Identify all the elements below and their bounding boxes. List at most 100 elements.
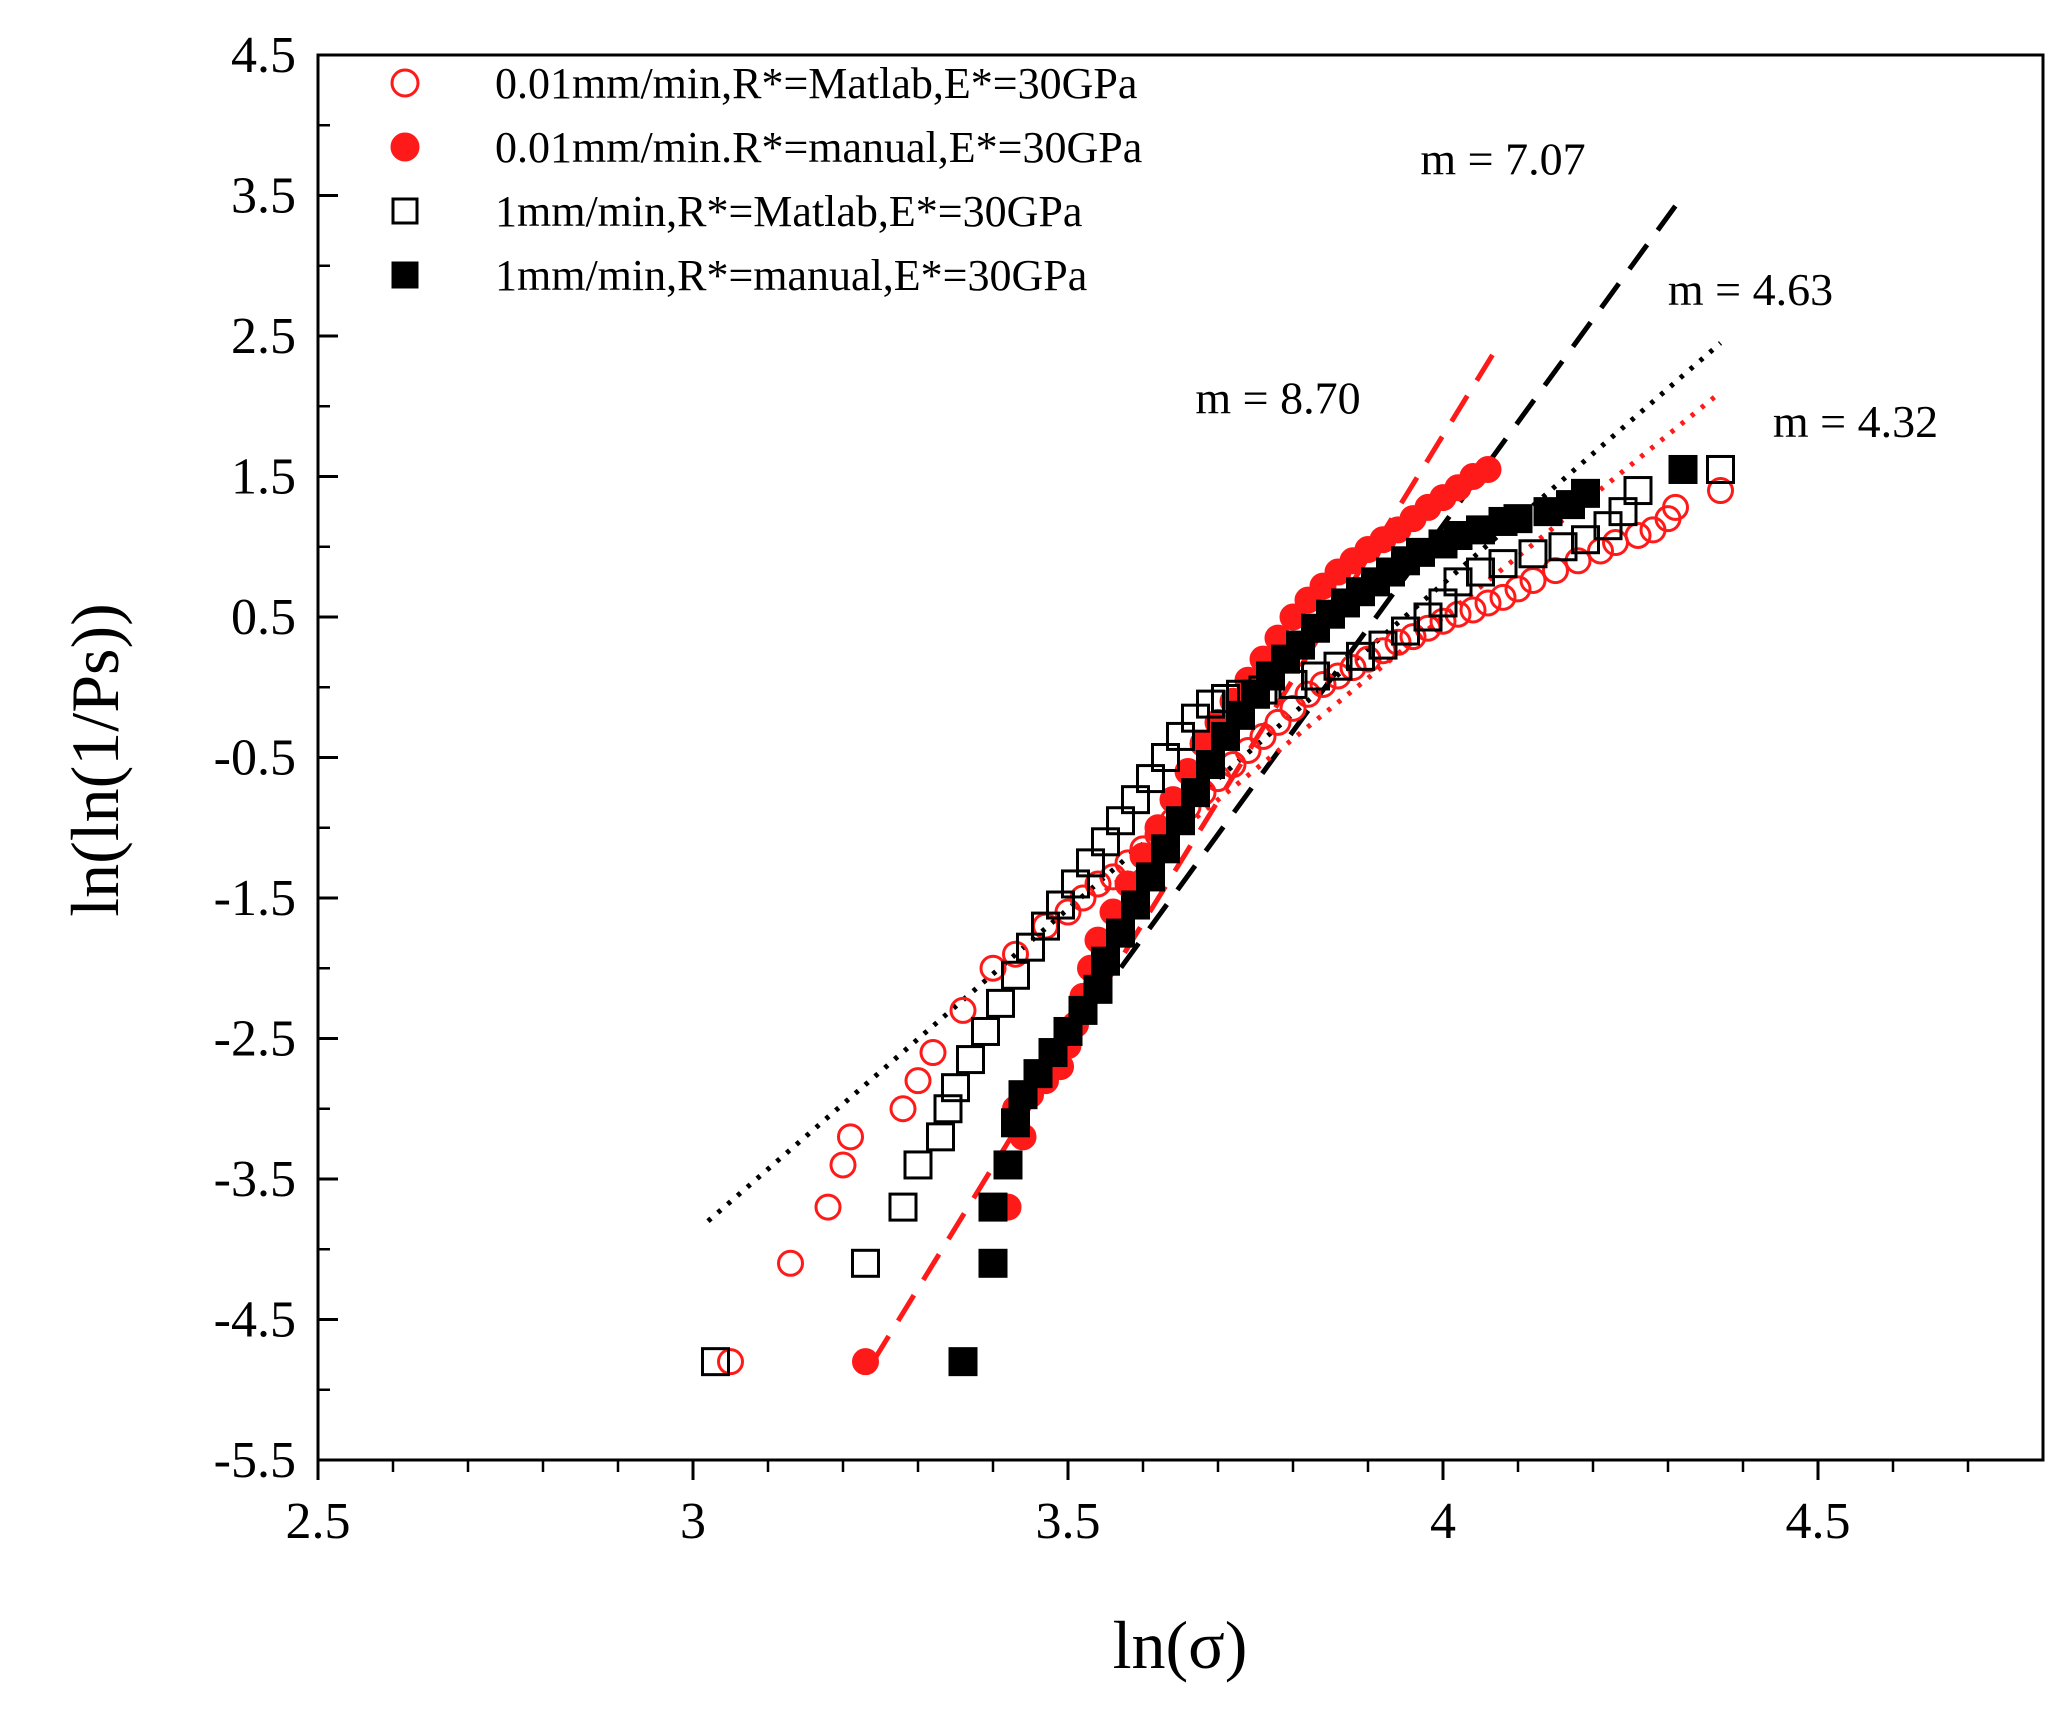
point-open-circle	[1399, 623, 1427, 651]
point-filled-square	[1001, 1108, 1030, 1138]
point-open-circle	[1707, 477, 1734, 505]
point-open-circle	[1309, 670, 1337, 698]
point-open-circle	[904, 1067, 932, 1095]
legend-marker-open-circle	[390, 68, 420, 98]
fit-line	[1103, 390, 1723, 893]
y-tick-label: 0.5	[231, 589, 296, 646]
point-open-square	[1061, 869, 1090, 899]
y-tick-label: 1.5	[231, 449, 296, 506]
point-filled-square	[993, 1150, 1023, 1180]
point-filled-square	[1121, 890, 1150, 920]
point-open-square	[1608, 497, 1638, 527]
point-open-square	[933, 1094, 963, 1124]
point-filled-square	[978, 1192, 1008, 1222]
point-open-square	[1151, 743, 1180, 772]
point-filled-square	[1211, 721, 1240, 751]
point-open-square	[926, 1122, 955, 1152]
point-open-circle	[1084, 870, 1112, 898]
y-tick-label: -5.5	[214, 1432, 296, 1489]
y-axis-title: ln(ln(1/Ps))	[57, 603, 133, 917]
y-tick-label: 4.5	[231, 27, 296, 84]
slope-label: m = 8.70	[1195, 372, 1360, 423]
x-tick-label: 4.5	[1786, 1493, 1851, 1550]
point-open-square	[1091, 827, 1120, 857]
point-open-square	[1166, 721, 1195, 751]
legend-item: 0.01mm/min,R*=Matlab,E*=30GPa	[390, 59, 1137, 108]
point-filled-square	[1091, 946, 1120, 976]
point-filled-square	[1668, 454, 1698, 484]
point-filled-square	[1503, 504, 1533, 534]
data-points	[701, 454, 1735, 1377]
point-open-circle	[1459, 596, 1487, 624]
legend-marker-filled-square	[391, 261, 419, 289]
point-open-square	[941, 1073, 970, 1103]
point-open-circle	[837, 1123, 864, 1151]
y-tick-label: -4.5	[214, 1292, 296, 1349]
point-open-square	[1211, 683, 1240, 713]
legend-item: 0.01mm/min.R*=manual,E*=30GPa	[390, 123, 1142, 172]
point-open-circle	[1474, 589, 1502, 617]
tick-labels: 2.5 3 3.5 4 4.5 4.5 3.5 2.5 1.5 0.5 -0.5 -1.5 -2.5 -3…	[214, 27, 1851, 1550]
x-tick-label: 3	[680, 1493, 706, 1550]
point-filled-square	[1151, 834, 1180, 864]
point-filled-square	[1136, 862, 1165, 892]
slope-annotations: m = 7.07 m = 4.63 m = 8.70 m = 4.32	[1195, 133, 1938, 447]
point-open-circle	[919, 1039, 947, 1067]
point-filled-circle	[852, 1348, 879, 1376]
point-open-square	[986, 988, 1015, 1018]
point-open-circle	[1264, 708, 1292, 736]
y-tick-label: -0.5	[214, 730, 296, 787]
point-open-square	[1196, 689, 1225, 719]
point-filled-square	[1196, 750, 1225, 780]
point-open-square	[1001, 960, 1030, 990]
point-filled-square	[948, 1347, 978, 1377]
point-open-circle	[1249, 722, 1277, 750]
point-open-circle	[814, 1193, 842, 1221]
y-tick-label: 3.5	[231, 168, 296, 225]
point-open-square	[1518, 539, 1548, 569]
fit-line	[706, 341, 1723, 1224]
point-open-square	[1031, 911, 1060, 941]
point-open-circle	[1002, 940, 1029, 968]
x-tick-label: 3.5	[1036, 1493, 1101, 1550]
point-open-square	[1706, 454, 1735, 484]
point-open-circle	[889, 1095, 917, 1123]
point-open-square	[1106, 806, 1135, 836]
point-open-circle	[777, 1249, 804, 1277]
point-filled-square	[1166, 806, 1195, 836]
legend-item: 1mm/min,R*=Matlab,E*=30GPa	[391, 187, 1082, 236]
series-group	[948, 454, 1698, 1377]
point-filled-square	[1106, 918, 1135, 948]
slope-label: m = 4.63	[1668, 264, 1833, 315]
x-axis-title: ln(σ)	[1113, 1607, 1248, 1683]
x-tick-label: 2.5	[286, 1493, 351, 1550]
point-open-square	[1466, 557, 1495, 587]
point-open-square	[1046, 890, 1075, 920]
legend-label: 0.01mm/min,R*=Matlab,E*=30GPa	[495, 59, 1137, 108]
point-filled-square	[1571, 478, 1600, 508]
point-open-circle	[1429, 607, 1457, 635]
point-open-circle	[1662, 493, 1689, 521]
slope-label: m = 7.07	[1420, 133, 1585, 184]
point-filled-square	[978, 1248, 1008, 1278]
point-open-square	[1016, 932, 1045, 962]
x-tick-label: 4	[1430, 1493, 1456, 1550]
point-open-square	[1548, 532, 1578, 562]
point-open-square	[1301, 661, 1330, 691]
point-open-square	[888, 1192, 918, 1222]
y-tick-label: -3.5	[214, 1151, 296, 1208]
point-open-square	[971, 1016, 1000, 1046]
point-open-circle	[1339, 654, 1367, 682]
point-open-square	[1623, 476, 1653, 506]
point-filled-circle	[1474, 455, 1502, 483]
point-open-square	[956, 1045, 985, 1075]
point-filled-square	[1181, 778, 1210, 808]
y-tick-label: -2.5	[214, 1011, 296, 1068]
point-open-circle	[1624, 522, 1652, 550]
point-open-circle	[1489, 583, 1517, 611]
point-open-square	[1323, 651, 1353, 681]
point-open-square	[903, 1150, 933, 1180]
point-open-square	[1076, 848, 1105, 878]
